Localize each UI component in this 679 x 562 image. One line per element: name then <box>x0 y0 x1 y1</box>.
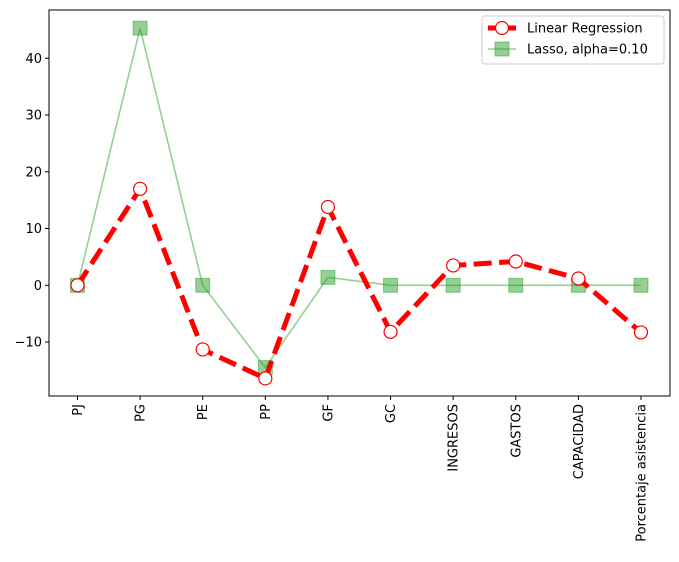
data-point <box>70 278 85 293</box>
series-line <box>75 186 643 381</box>
data-point <box>445 277 461 293</box>
y-axis: −10 0 10 20 30 40 <box>15 52 49 351</box>
series-line <box>76 27 641 369</box>
x-tick-label: Porcentaje asistencia <box>635 404 650 542</box>
legend-label: Lasso, alpha=0.10 <box>527 43 648 58</box>
x-tick-label: PG <box>134 404 149 422</box>
y-tick-label: 10 <box>25 222 42 237</box>
data-point <box>383 324 398 339</box>
data-point <box>571 271 586 286</box>
x-axis: PJ PG PE PP GF GC INGRESOS GASTOS CAPACIDAD Porce… <box>71 396 650 542</box>
x-tick-label: PP <box>259 404 274 420</box>
legend-item: Lasso, alpha=0.10 <box>488 41 648 58</box>
data-point <box>320 269 336 285</box>
data-point <box>195 342 210 357</box>
y-tick-label: 40 <box>25 52 42 67</box>
series-layer <box>70 20 649 386</box>
data-point <box>633 325 649 340</box>
legend-marker <box>494 20 510 36</box>
data-point <box>320 199 336 215</box>
x-tick-label: GF <box>321 404 336 422</box>
x-tick-label: PE <box>196 404 211 420</box>
x-tick-label: PJ <box>71 404 86 416</box>
series-linear-regression <box>70 181 649 386</box>
y-tick-label: 20 <box>25 165 42 180</box>
legend: Linear Regression Lasso, alpha=0.10 <box>481 15 665 65</box>
data-point <box>383 277 399 293</box>
legend-box <box>481 15 665 65</box>
series-lasso <box>70 20 649 376</box>
data-point <box>195 277 211 293</box>
x-tick-label: GC <box>384 404 399 423</box>
legend-item: Linear Regression <box>488 20 643 37</box>
data-point <box>633 277 649 293</box>
y-tick-label: 30 <box>25 109 42 124</box>
y-tick-label: −10 <box>15 336 42 351</box>
legend-marker <box>494 41 510 57</box>
data-point <box>508 277 524 293</box>
x-tick-label: GASTOS <box>509 404 524 458</box>
x-tick-label: INGRESOS <box>447 404 462 472</box>
data-point <box>508 254 523 269</box>
plot-frame <box>48 9 671 397</box>
data-point <box>132 20 148 36</box>
data-point <box>133 181 148 196</box>
data-point <box>258 371 273 386</box>
x-tick-label: CAPACIDAD <box>572 404 587 479</box>
y-tick-label: 0 <box>34 279 42 294</box>
data-point <box>446 258 461 273</box>
legend-label: Linear Regression <box>527 22 643 37</box>
